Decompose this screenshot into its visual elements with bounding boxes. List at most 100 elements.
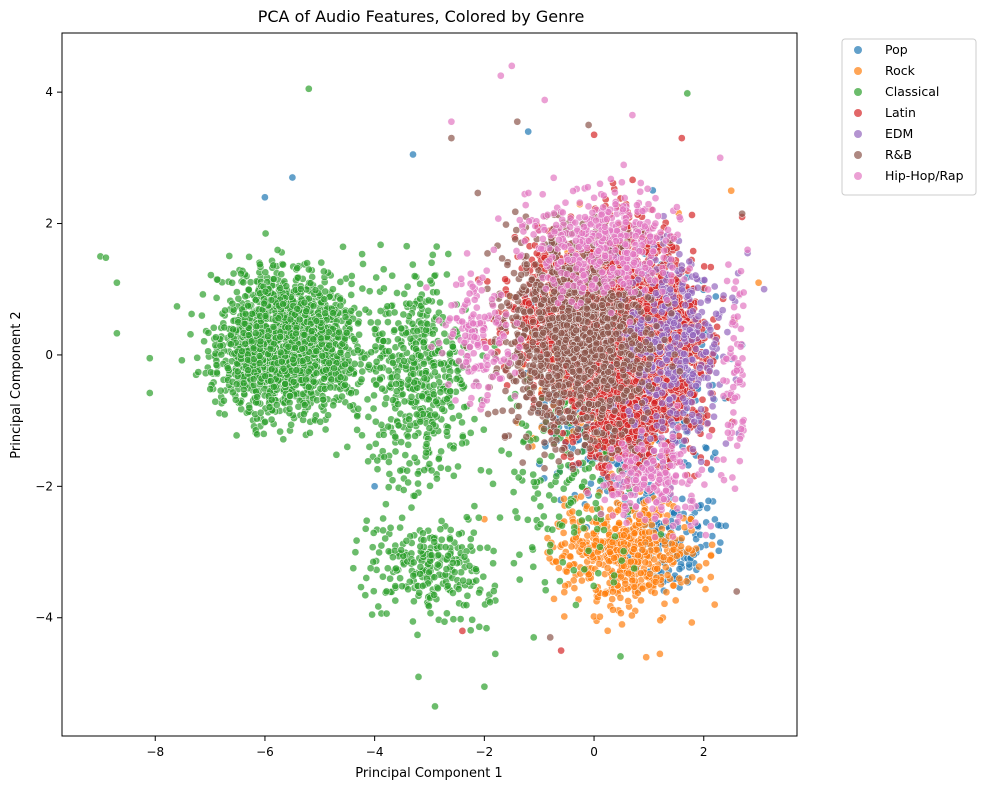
data-point: [440, 617, 449, 626]
data-point: [369, 404, 378, 413]
data-point: [642, 653, 651, 662]
data-point: [558, 521, 566, 530]
data-point: [650, 588, 659, 597]
data-point: [396, 523, 404, 532]
data-point: [443, 395, 451, 403]
data-point: [660, 599, 669, 608]
data-point: [376, 364, 385, 372]
data-point: [377, 541, 386, 550]
data-point: [446, 535, 454, 544]
data-point: [409, 558, 418, 567]
data-point: [303, 259, 311, 267]
data-point: [459, 576, 467, 585]
data-point: [403, 466, 411, 475]
data-point: [449, 615, 458, 624]
data-point: [509, 488, 518, 496]
data-point: [546, 541, 555, 549]
data-point: [470, 502, 479, 510]
data-point: [628, 611, 636, 620]
data-point: [300, 401, 309, 409]
data-point: [388, 271, 397, 280]
data-point: [727, 186, 736, 195]
data-point: [466, 429, 475, 437]
data-point: [391, 432, 400, 441]
data-point: [650, 555, 659, 564]
data-point: [449, 471, 458, 480]
data-point: [244, 301, 252, 310]
data-point: [380, 284, 388, 293]
data-point: [178, 356, 186, 365]
data-point: [322, 366, 330, 374]
data-point: [347, 389, 355, 397]
data-point: [284, 342, 293, 351]
data-point: [379, 265, 388, 274]
data-point: [261, 372, 270, 381]
data-point: [267, 365, 276, 374]
data-point: [711, 515, 719, 524]
data-point: [249, 344, 258, 353]
data-point: [647, 520, 656, 529]
data-point: [216, 341, 225, 350]
data-point: [320, 267, 328, 276]
data-point: [402, 537, 411, 545]
data-point: [302, 307, 311, 316]
data-point: [682, 577, 691, 586]
data-point: [482, 624, 491, 633]
data-point: [229, 325, 237, 334]
data-point: [368, 543, 377, 552]
data-point: [465, 562, 474, 570]
data-point: [669, 545, 678, 554]
data-point: [382, 587, 391, 596]
data-point: [442, 428, 451, 436]
data-point: [383, 302, 392, 311]
data-point: [596, 543, 604, 551]
data-point: [462, 601, 471, 609]
data-point: [444, 250, 453, 258]
data-point: [200, 337, 208, 346]
data-point: [424, 296, 433, 305]
data-point: [618, 620, 626, 629]
data-point: [414, 479, 422, 488]
data-point: [194, 368, 203, 376]
data-point: [304, 84, 313, 93]
data-point: [416, 563, 425, 571]
data-point: [277, 270, 286, 279]
data-point: [416, 279, 424, 288]
data-point: [425, 460, 434, 468]
data-point: [419, 536, 428, 544]
data-point: [541, 586, 550, 595]
data-point: [300, 298, 309, 307]
data-point: [472, 565, 480, 574]
data-point: [253, 430, 261, 439]
data-point: [309, 377, 318, 386]
data-point: [213, 368, 221, 377]
data-point: [295, 315, 304, 324]
data-point: [584, 546, 593, 555]
data-point: [477, 466, 485, 475]
data-point: [347, 272, 356, 280]
data-point: [319, 395, 327, 404]
data-point: [369, 529, 378, 537]
data-point: [341, 381, 349, 389]
data-point: [591, 499, 600, 508]
data-point: [408, 260, 417, 269]
data-point: [624, 597, 632, 605]
data-point: [324, 411, 332, 420]
data-point: [186, 330, 195, 339]
data-point: [249, 375, 258, 383]
data-point: [442, 565, 451, 573]
data-point: [429, 381, 438, 389]
data-point: [550, 495, 558, 504]
data-point: [320, 374, 328, 383]
data-point: [480, 682, 489, 691]
data-point: [630, 583, 639, 591]
data-point: [579, 524, 588, 532]
data-point: [404, 432, 412, 441]
data-point: [396, 574, 404, 583]
data-point: [376, 240, 385, 249]
data-point: [341, 360, 349, 369]
data-point: [430, 591, 438, 599]
data-point: [286, 315, 295, 324]
data-point: [276, 333, 285, 341]
